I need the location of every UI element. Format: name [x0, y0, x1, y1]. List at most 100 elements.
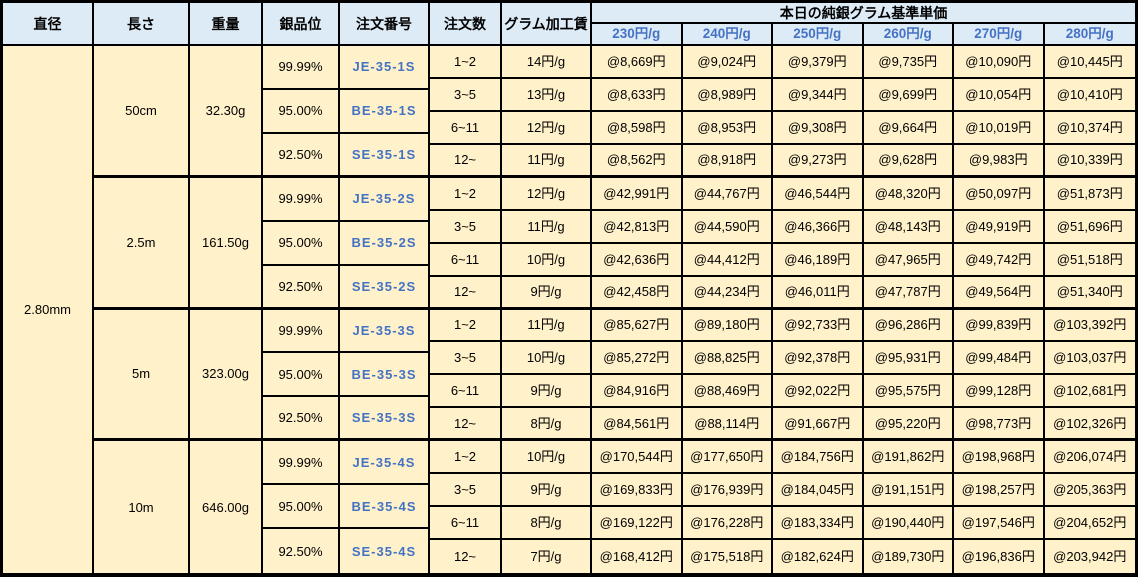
purity-cell: 99.99% — [263, 46, 340, 90]
price-cell: @51,696円 — [1044, 211, 1135, 244]
price-cell: @177,650円 — [682, 441, 773, 475]
price-cell: @88,825円 — [682, 342, 773, 376]
price-cell: @102,326円 — [1044, 408, 1135, 442]
header-weight: 重量 — [190, 3, 263, 46]
purity-cell: 99.99% — [263, 309, 340, 354]
price-cell: @176,228円 — [682, 507, 773, 541]
fee-cell: 13円/g — [502, 78, 592, 112]
fee-cell: 10円/g — [502, 243, 592, 277]
price-cell: @95,931円 — [863, 342, 954, 376]
order-code-cell: SE-35-3S — [340, 397, 430, 442]
qty-cell: 12~ — [430, 144, 502, 178]
order-code-cell: SE-35-4S — [340, 529, 430, 573]
price-cell: @191,862円 — [863, 441, 954, 475]
price-cell: @49,564円 — [954, 276, 1045, 310]
price-cell: @44,234円 — [682, 276, 773, 310]
fee-cell: 11円/g — [502, 144, 592, 178]
price-cell: @103,037円 — [1044, 342, 1135, 376]
price-cell: @50,097円 — [954, 177, 1045, 211]
purity-cell: 92.50% — [263, 397, 340, 442]
header-price-rate-5: 280円/g — [1044, 24, 1135, 46]
price-cell: @47,965円 — [863, 243, 954, 277]
price-cell: @49,919円 — [954, 210, 1045, 244]
fee-cell: 14円/g — [502, 46, 592, 79]
price-cell: @204,652円 — [1044, 507, 1135, 541]
qty-cell: 6~11 — [430, 243, 502, 277]
price-cell: @85,627円 — [592, 309, 683, 343]
price-cell: @91,667円 — [773, 408, 864, 442]
order-code-cell: JE-35-2S — [340, 177, 430, 222]
price-cell: @95,220円 — [863, 408, 954, 442]
price-cell: @10,090円 — [954, 46, 1045, 79]
price-cell: @189,730円 — [864, 540, 954, 573]
price-cell: @98,773円 — [954, 408, 1045, 442]
price-cell: @196,836円 — [954, 540, 1045, 573]
header-price-rate-4: 270円/g — [954, 24, 1045, 46]
header-price-rate-0: 230円/g — [592, 24, 683, 46]
price-cell: @168,412円 — [592, 540, 683, 573]
price-cell: @182,624円 — [773, 540, 864, 573]
price-cell: @49,742円 — [954, 243, 1045, 277]
qty-cell: 12~ — [430, 408, 502, 442]
purity-cell: 99.99% — [263, 441, 340, 486]
price-cell: @46,544円 — [773, 177, 864, 211]
price-cell: @48,320円 — [863, 177, 954, 211]
price-cell: @198,257円 — [954, 474, 1045, 508]
price-cell: @88,469円 — [682, 375, 773, 409]
order-code-cell: BE-35-2S — [340, 221, 430, 266]
price-cell: @99,128円 — [954, 375, 1045, 409]
price-cell: @51,340円 — [1044, 277, 1135, 310]
order-code-cell: SE-35-1S — [340, 133, 430, 178]
price-cell: @10,019円 — [954, 111, 1045, 145]
price-cell: @205,363円 — [1044, 474, 1135, 508]
header-order-code: 注文番号 — [340, 3, 430, 46]
header-price-group: 本日の純銀グラム基準単価 — [592, 3, 1135, 24]
price-cell: @183,334円 — [773, 507, 864, 541]
price-cell: @84,916円 — [592, 375, 683, 409]
order-code-cell: JE-35-4S — [340, 441, 430, 486]
weight-cell: 32.30g — [190, 46, 263, 178]
price-cell: @46,366円 — [773, 210, 864, 244]
price-cell: @9,699円 — [863, 78, 954, 112]
price-cell: @169,833円 — [592, 474, 683, 508]
price-cell: @10,374円 — [1044, 112, 1135, 145]
price-cell: @191,151円 — [863, 474, 954, 508]
price-cell: @10,445円 — [1044, 46, 1135, 79]
price-cell: @176,939円 — [682, 474, 773, 508]
price-cell: @96,286円 — [863, 309, 954, 343]
price-cell: @92,733円 — [773, 309, 864, 343]
price-cell: @8,562円 — [592, 144, 683, 178]
price-cell: @184,756円 — [773, 441, 864, 475]
price-cell: @198,968円 — [954, 441, 1045, 475]
price-cell: @9,628円 — [863, 144, 954, 178]
purity-cell: 92.50% — [263, 265, 340, 310]
purity-cell: 95.00% — [263, 353, 340, 398]
price-cell: @84,561円 — [592, 408, 683, 442]
price-cell: @44,590円 — [682, 210, 773, 244]
header-fee: グラム加工賃 — [502, 3, 592, 46]
length-cell: 10m — [94, 441, 190, 573]
price-cell: @8,669円 — [592, 46, 683, 79]
price-cell: @44,767円 — [682, 177, 773, 211]
price-cell: @175,518円 — [683, 540, 773, 573]
price-cell: @170,544円 — [592, 441, 683, 475]
price-cell: @48,143円 — [863, 210, 954, 244]
price-cell: @85,272円 — [592, 342, 683, 376]
purity-cell: 99.99% — [263, 177, 340, 222]
price-cell: @197,546円 — [954, 507, 1045, 541]
header-diameter: 直径 — [3, 3, 94, 46]
qty-cell: 1~2 — [430, 46, 502, 79]
length-cell: 2.5m — [94, 177, 190, 310]
price-cell: @9,664円 — [863, 111, 954, 145]
price-cell: @10,054円 — [954, 78, 1045, 112]
diameter-cell: 2.80mm — [3, 46, 94, 573]
header-price-rate-1: 240円/g — [682, 24, 773, 46]
price-cell: @9,344円 — [773, 78, 864, 112]
order-code-cell: BE-35-4S — [340, 485, 430, 530]
qty-cell: 3~5 — [430, 474, 502, 508]
length-cell: 5m — [94, 309, 190, 442]
price-cell: @10,410円 — [1044, 79, 1135, 112]
price-cell: @92,022円 — [773, 375, 864, 409]
weight-cell: 646.00g — [190, 441, 263, 573]
price-cell: @42,458円 — [592, 276, 683, 310]
